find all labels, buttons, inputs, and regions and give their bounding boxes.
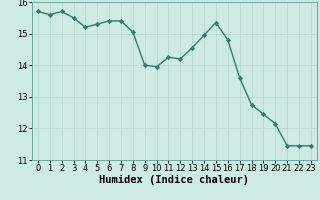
X-axis label: Humidex (Indice chaleur): Humidex (Indice chaleur) xyxy=(100,175,249,185)
